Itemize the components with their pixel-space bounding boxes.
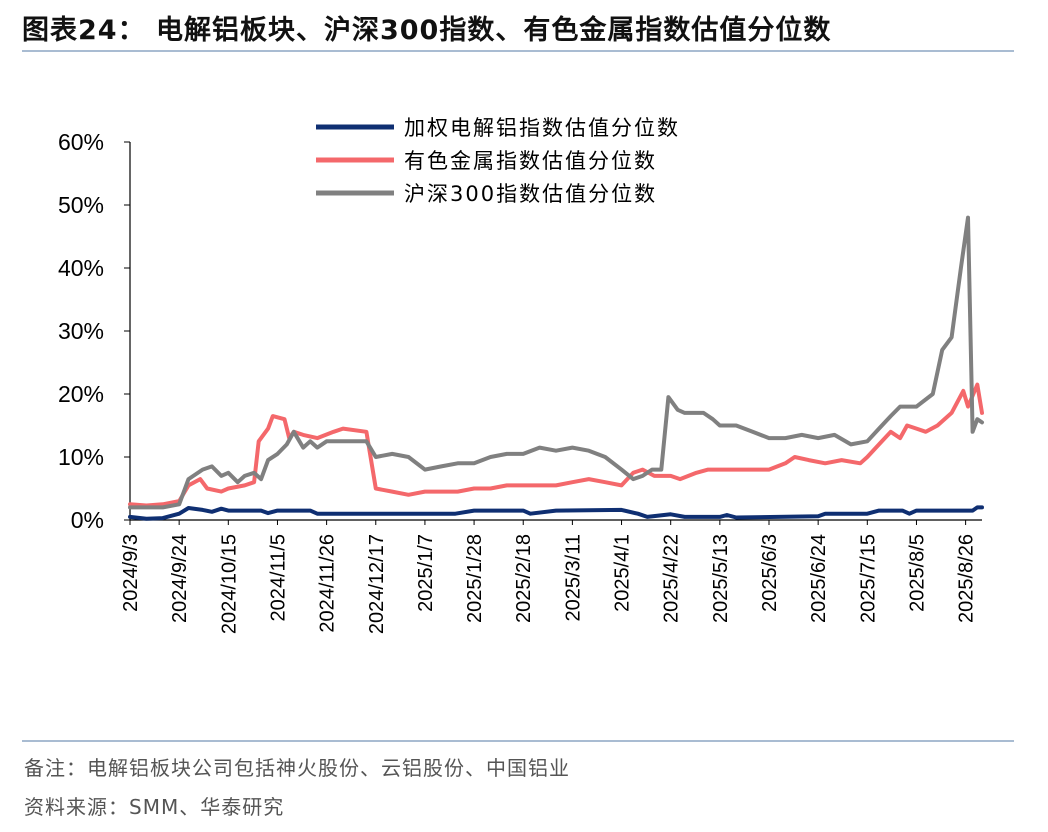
x-tick-label: 2025/6/24: [808, 534, 830, 623]
figure-title: 图表24： 电解铝板块、沪深300指数、有色金属指数估值分位数: [22, 15, 832, 46]
x-tick-label: 2025/6/3: [759, 534, 781, 612]
chart-axes: 0% 10% 20% 30% 40% 50% 60% 2024/9/3 2024/9/24 202…: [58, 129, 982, 634]
y-tick-label: 50%: [58, 192, 104, 218]
y-tick-label: 0%: [71, 507, 104, 533]
series-line-2: [128, 382, 984, 508]
x-tick-label: 2024/9/3: [120, 534, 142, 612]
x-tick-label: 2024/10/15: [218, 534, 240, 634]
series-line-1: [128, 505, 984, 521]
footnote: 备注：电解铝板块公司包括神火股份、云铝股份、中国铝业: [24, 756, 570, 780]
x-tick-label: 2025/3/11: [562, 534, 584, 622]
legend-label-1: 加权电解铝指数估值分位数: [404, 116, 680, 140]
y-tick-label: 30%: [58, 318, 104, 344]
x-tick-label: 2025/5/13: [710, 534, 732, 623]
series-line-3: [128, 215, 984, 510]
x-tick-label: 2025/1/28: [464, 534, 486, 623]
x-tick-label: 2025/8/5: [906, 534, 928, 612]
legend-label-2: 有色金属指数估值分位数: [404, 149, 657, 173]
y-tick-label: 60%: [58, 129, 104, 155]
x-tick-label: 2024/9/24: [169, 534, 191, 623]
x-tick-label: 2024/11/26: [317, 534, 339, 633]
x-tick-label: 2025/7/15: [857, 534, 879, 623]
x-tick-label: 2025/2/18: [513, 534, 535, 623]
x-tick-label: 2025/4/22: [661, 534, 683, 623]
line-chart: 0% 10% 20% 30% 40% 50% 60% 2024/9/3 2024/9/24 202…: [58, 116, 984, 634]
x-tick-label: 2024/11/5: [267, 534, 289, 622]
source-note: 资料来源：SMM、华泰研究: [24, 795, 285, 819]
chart-series: [128, 215, 984, 521]
y-tick-label: 20%: [58, 381, 104, 407]
title-divider: [22, 50, 1014, 52]
x-tick-label: 2024/12/17: [366, 534, 388, 634]
legend-label-3: 沪深300指数估值分位数: [404, 182, 657, 206]
x-tick-label: 2025/4/1: [612, 534, 634, 612]
x-tick-label: 2025/8/26: [956, 534, 978, 623]
x-tick-label: 2025/1/7: [415, 534, 437, 612]
y-tick-label: 40%: [58, 255, 104, 281]
y-tick-label: 10%: [58, 444, 104, 470]
footer-divider: [22, 740, 1014, 742]
